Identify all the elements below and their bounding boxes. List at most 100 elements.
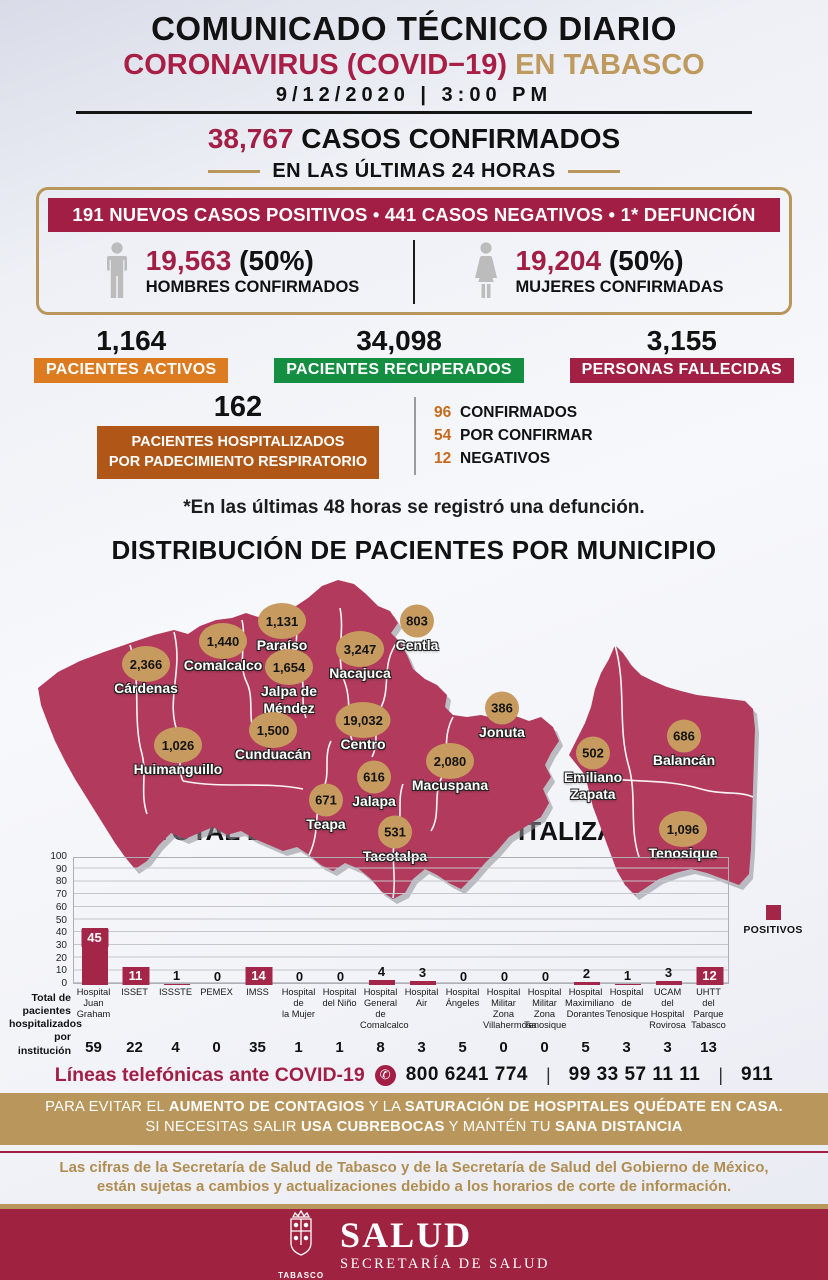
footnote-48h: *En las últimas 48 horas se registró una… — [183, 497, 645, 519]
hospitalized-stat: 162 PACIENTES HOSPITALIZADOS POR PADECIM… — [88, 393, 388, 480]
confirmed-cases-line: 38,767 CASOS CONFIRMADOS — [0, 123, 828, 155]
municipality-bubble: 386 — [485, 691, 519, 725]
hospital-total: 3 — [417, 1038, 426, 1056]
municipality-bubble: 1,654 — [265, 649, 313, 686]
phone-icon: ✆ — [374, 1064, 396, 1086]
y-tick-label: 100 — [50, 851, 67, 863]
bar-positivos — [573, 982, 600, 986]
chart-column: 0 — [525, 858, 566, 985]
hospital-total: 0 — [212, 1038, 221, 1056]
breakdown-pending: 54 POR CONFIRMAR — [434, 427, 593, 445]
gender-stats: 19,563 (50%) HOMBRES CONFIRMADOS 19,204 … — [48, 238, 780, 306]
hospital-total: 0 — [540, 1038, 549, 1056]
men-number: 19,563 (50%) — [145, 245, 314, 276]
hospital-total: 8 — [376, 1038, 385, 1056]
hospital-total: 5 — [581, 1038, 590, 1056]
phone-separator: | — [545, 1064, 551, 1085]
municipality-bubble: 616 — [357, 760, 391, 794]
stay-home-line1: PARA EVITAR EL AUMENTO DE CONTAGIOS Y LA… — [10, 1098, 818, 1118]
last-24h-row: EN LAS ÚLTIMAS 24 HORAS — [0, 160, 828, 183]
stay-home-text-segment: AUMENTO DE CONTAGIOS — [168, 1098, 365, 1115]
hospital-total: 1 — [335, 1038, 344, 1056]
y-tick-label: 70 — [55, 889, 67, 901]
hospitalized-breakdown: 96 CONFIRMADOS 54 POR CONFIRMAR 12 NEGATIVO… — [434, 393, 593, 479]
y-axis: 0 10 20 30 40 50 60 70 80 90 100 — [11, 851, 73, 989]
stay-home-text-segment: SI NECESITAS SALIR — [145, 1118, 301, 1135]
y-tick-label: 50 — [55, 914, 67, 926]
bar-value: 0 — [500, 969, 509, 985]
y-tick-label: 10 — [55, 965, 67, 977]
municipality-label: Centro — [340, 736, 386, 753]
stay-home-text-segment: SATURACIÓN DE HOSPITALES QUÉDATE EN CASA… — [404, 1098, 783, 1115]
municipality-bubble: 502 — [576, 736, 610, 770]
chart-column: 45 — [74, 858, 115, 986]
municipality-label: Comalcalco — [183, 657, 263, 674]
hospital-name: Hospital Militar Zona Villahermosa — [483, 987, 537, 1031]
bar-value: 12 — [696, 967, 723, 986]
header: COMUNICADO TÉCNICO DIARIO CORONAVIRUS (C… — [0, 0, 828, 114]
municipality-bubble: 686 — [667, 719, 701, 753]
map-of-tabasco: 2,366 Cárdenas 1,440 Comalcalco 1,131 Paraíso… — [0, 568, 828, 900]
hospitalized-section: 162 PACIENTES HOSPITALIZADOS POR PADECIM… — [88, 393, 608, 480]
y-tick-label: 60 — [55, 901, 67, 913]
municipality-label: Macuspana — [411, 777, 489, 794]
crest-caption: TABASCO — [278, 1271, 325, 1280]
hospital-total: 1 — [294, 1038, 303, 1056]
active-label: PACIENTES ACTIVOS — [34, 358, 229, 383]
phone-separator: | — [718, 1064, 724, 1085]
deceased-value: 3,155 — [646, 325, 717, 356]
hospital-name: UCAM del Hospital Rovirosa — [649, 987, 686, 1031]
hospital-total: 35 — [249, 1038, 266, 1056]
chart-column: 2 — [566, 858, 607, 986]
municipality-label: Cárdenas — [114, 680, 178, 697]
chart-column: 12 — [689, 858, 730, 986]
bar-value: 0 — [459, 969, 468, 985]
municipality-bubble: 1,026 — [154, 727, 202, 764]
hospital-name: ISSSTE — [158, 987, 193, 998]
footer: TABASCO SALUD SECRETARÍA DE SALUD — [0, 1209, 828, 1280]
recovered-patients-stat: 34,098 PACIENTES RECUPERADOS — [274, 327, 524, 383]
stay-home-banner: PARA EVITAR EL AUMENTO DE CONTAGIOS Y LA… — [0, 1092, 828, 1145]
breakdown-confirmed: 96 CONFIRMADOS — [434, 404, 578, 422]
hospital-total: 5 — [458, 1038, 467, 1056]
municipality-label: Jonuta — [479, 724, 525, 741]
daily-summary-box: 191 NUEVOS CASOS POSITIVOS • 441 CASOS N… — [36, 187, 792, 315]
bar-value: 0 — [213, 969, 222, 985]
active-patients-stat: 1,164 PACIENTES ACTIVOS — [34, 327, 229, 383]
municipality-label: Cunduacán — [234, 746, 312, 763]
hospital-name: UHTT del Parque Tabasco — [691, 987, 726, 1031]
hospital-name: Hospital Militar Zona Tenosique — [524, 987, 567, 1031]
bar-value: 1 — [172, 967, 181, 983]
hospitalized-chart: 0 10 20 30 40 50 60 70 80 90 100 45 11 1 0 14 0 0 4 3 0 0 0 2 1… — [9, 851, 817, 1057]
stay-home-text-segment: Y LA — [364, 1098, 405, 1115]
municipality-label: Huimanguillo — [133, 761, 223, 778]
municipality-bubble: 803 — [400, 604, 434, 638]
confirmed-number: 38,767 — [207, 123, 294, 154]
stay-home-text-segment: Y MANTÉN TU — [444, 1118, 555, 1135]
bar-value: 3 — [664, 965, 673, 981]
y-tick-label: 30 — [55, 939, 67, 951]
chart-legend: POSITIVOS — [729, 857, 817, 984]
deceased-stat: 3,155 PERSONAS FALLECIDAS — [569, 325, 794, 383]
municipality-label: Jalpa de Méndez — [260, 683, 318, 716]
municipality-bubble: 1,131 — [258, 603, 306, 640]
chart-column: 0 — [279, 858, 320, 985]
y-tick-label: 20 — [55, 952, 67, 964]
date-time: 9/12/2020 | 3:00 PM — [275, 84, 553, 106]
subtitle-covid: CORONAVIRUS (COVID−19) — [123, 49, 508, 81]
subtitle-tabasco: EN TABASCO — [515, 49, 705, 81]
municipality-label: Centla — [395, 637, 439, 654]
bar-positivos — [368, 979, 395, 986]
hospital-total: 22 — [126, 1038, 143, 1056]
bar-value: 1 — [623, 967, 632, 983]
municipality-bubble: 1,096 — [659, 811, 707, 848]
chart-column: 1 — [607, 858, 648, 986]
y-tick-label: 0 — [61, 978, 67, 990]
hospital-total: 3 — [622, 1038, 631, 1056]
municipality-bubble: 2,080 — [426, 743, 474, 780]
chart-column: 14 — [238, 858, 279, 986]
last-24h-label: EN LAS ÚLTIMAS 24 HORAS — [272, 160, 556, 182]
phone-number-1: 800 6241 774 — [405, 1064, 528, 1086]
hospital-name: IMSS — [246, 987, 269, 998]
stay-home-text-segment: PARA EVITAR EL — [45, 1098, 169, 1115]
